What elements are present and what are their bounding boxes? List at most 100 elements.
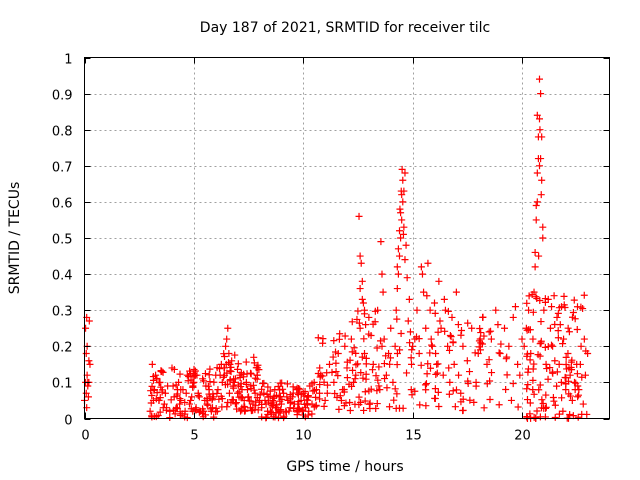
data-point-dense <box>523 385 531 393</box>
data-point-dense <box>486 377 494 385</box>
data-point-dense <box>250 386 258 394</box>
data-point-dense <box>170 365 178 373</box>
data-point-dense <box>502 385 510 393</box>
data-point-dense <box>250 353 258 361</box>
data-point-dense <box>253 371 261 379</box>
data-point-dense <box>217 392 225 400</box>
data-point-dense <box>566 410 574 418</box>
data-point-dense <box>176 408 184 416</box>
data-point-dense <box>166 414 174 422</box>
data-point <box>326 360 333 368</box>
data-point-dense <box>337 397 345 405</box>
y-tick-label: 0.4 <box>52 269 73 284</box>
data-point-dense <box>293 406 301 414</box>
data-point-dense <box>293 384 301 392</box>
data-point-dense <box>466 396 474 404</box>
data-point <box>538 133 546 141</box>
data-point <box>539 234 547 242</box>
data-point-dense <box>319 339 327 347</box>
data-point-dense <box>242 358 250 366</box>
data-point-dense <box>525 326 533 334</box>
data-point-dense <box>332 359 340 367</box>
data-point-dense <box>348 318 356 326</box>
data-point-dense <box>555 410 563 418</box>
data-point-dense <box>269 413 277 421</box>
data-point-dense <box>273 401 281 409</box>
data-point-dense <box>332 348 340 356</box>
data-point <box>474 350 482 358</box>
data-point-dense <box>238 394 246 402</box>
data-point-dense <box>445 346 453 354</box>
data-point <box>404 317 412 325</box>
data-point <box>251 389 259 397</box>
data-point-dense <box>447 333 455 341</box>
data-point <box>428 342 436 350</box>
data-point-dense <box>415 335 423 343</box>
data-point <box>234 389 242 397</box>
data-point-dense <box>173 392 181 400</box>
data-point-dense <box>335 405 343 413</box>
data-point-dense <box>226 376 234 384</box>
data-point-dense <box>156 408 164 416</box>
data-point-dense <box>390 396 398 404</box>
data-point <box>452 288 460 296</box>
data-point <box>399 198 407 206</box>
data-point-dense <box>464 319 472 327</box>
data-point <box>85 317 93 325</box>
data-point <box>355 212 363 220</box>
data-point-dense <box>361 388 369 396</box>
data-point-dense <box>371 307 379 315</box>
data-point-dense <box>417 361 425 369</box>
data-point-dense <box>366 399 374 407</box>
data-point <box>555 360 563 368</box>
data-point <box>365 313 373 321</box>
data-point-dense <box>330 337 338 345</box>
data-point <box>280 389 288 397</box>
data-point-dense <box>348 348 356 356</box>
data-point-dense <box>560 301 568 309</box>
data-point-dense <box>148 391 156 399</box>
data-point <box>361 350 368 358</box>
data-point <box>422 324 430 332</box>
data-point <box>397 209 405 217</box>
data-point <box>408 360 416 368</box>
data-point-dense <box>267 409 275 417</box>
data-point-dense <box>514 403 522 411</box>
data-point-dense <box>228 357 236 365</box>
data-point-dense <box>495 401 503 409</box>
data-point-dense <box>375 382 383 390</box>
data-point-dense <box>480 404 488 412</box>
data-point <box>397 234 405 242</box>
data-point-dense <box>365 400 373 408</box>
data-point <box>222 342 230 350</box>
data-point-dense <box>276 386 284 394</box>
data-point <box>418 270 426 278</box>
data-point-dense <box>176 370 184 378</box>
data-point-dense <box>431 385 439 393</box>
data-point-dense <box>576 360 584 368</box>
data-point-dense <box>153 375 161 383</box>
data-point-dense <box>362 370 370 378</box>
data-point <box>378 270 386 278</box>
data-point <box>511 303 519 311</box>
data-point-dense <box>266 392 274 400</box>
data-point-dense <box>386 360 394 368</box>
data-point <box>537 191 545 199</box>
data-point <box>396 227 403 235</box>
data-point-dense <box>434 328 442 336</box>
y-tick-label: 0.2 <box>52 341 73 356</box>
data-point <box>321 396 329 404</box>
data-point-dense <box>355 393 363 401</box>
data-point-dense <box>359 374 367 382</box>
data-point <box>533 169 541 177</box>
data-point-dense <box>316 381 324 389</box>
data-point <box>466 368 473 376</box>
data-point <box>568 396 576 404</box>
data-point <box>531 263 539 271</box>
data-point-dense <box>426 349 434 357</box>
data-point-dense <box>397 330 405 338</box>
data-point-dense <box>464 379 472 387</box>
data-point <box>579 400 587 408</box>
data-point-dense <box>213 389 221 397</box>
data-point-dense <box>565 328 573 336</box>
